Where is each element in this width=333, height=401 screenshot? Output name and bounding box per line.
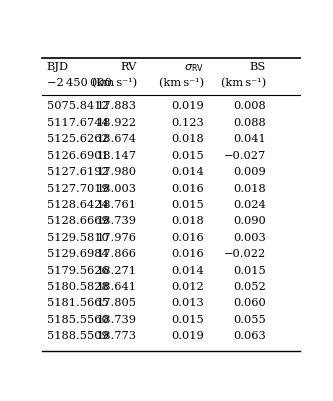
Text: 0.009: 0.009 [233,167,266,177]
Text: 5180.5828: 5180.5828 [47,281,109,291]
Text: 0.015: 0.015 [171,314,204,324]
Text: 5127.6192: 5127.6192 [47,167,109,177]
Text: 0.016: 0.016 [171,183,204,193]
Text: 18.641: 18.641 [97,281,137,291]
Text: 5127.7019: 5127.7019 [47,183,109,193]
Text: RV: RV [121,62,137,72]
Text: 0.003: 0.003 [233,232,266,242]
Text: 0.090: 0.090 [233,216,266,226]
Text: 5128.6424: 5128.6424 [47,199,109,209]
Text: 18.922: 18.922 [97,117,137,128]
Text: 0.015: 0.015 [171,199,204,209]
Text: 17.980: 17.980 [97,167,137,177]
Text: 18.773: 18.773 [97,330,137,340]
Text: 5075.8412: 5075.8412 [47,101,109,111]
Text: 0.123: 0.123 [171,117,204,128]
Text: BS: BS [250,62,266,72]
Text: 0.018: 0.018 [233,183,266,193]
Text: 0.041: 0.041 [233,134,266,144]
Text: 0.015: 0.015 [233,265,266,275]
Text: 5128.6669: 5128.6669 [47,216,109,226]
Text: 5185.5560: 5185.5560 [47,314,109,324]
Text: −2 450 000: −2 450 000 [47,77,112,87]
Text: 0.063: 0.063 [233,330,266,340]
Text: 0.019: 0.019 [171,101,204,111]
Text: 0.024: 0.024 [233,199,266,209]
Text: 17.976: 17.976 [97,232,137,242]
Text: BJD: BJD [47,62,69,72]
Text: 0.014: 0.014 [171,167,204,177]
Text: 0.052: 0.052 [233,281,266,291]
Text: 0.016: 0.016 [171,249,204,259]
Text: −0.022: −0.022 [224,249,266,259]
Text: 0.088: 0.088 [233,117,266,128]
Text: 5125.6262: 5125.6262 [47,134,109,144]
Text: 0.055: 0.055 [233,314,266,324]
Text: 0.016: 0.016 [171,232,204,242]
Text: 0.018: 0.018 [171,134,204,144]
Text: $\sigma_{\mathrm{RV}}$: $\sigma_{\mathrm{RV}}$ [184,62,204,74]
Text: 0.014: 0.014 [171,265,204,275]
Text: 5126.6901: 5126.6901 [47,150,109,160]
Text: 0.018: 0.018 [171,216,204,226]
Text: 5129.5810: 5129.5810 [47,232,109,242]
Text: 17.805: 17.805 [97,298,137,308]
Text: 5181.5665: 5181.5665 [47,298,109,308]
Text: 0.008: 0.008 [233,101,266,111]
Text: (km s⁻¹): (km s⁻¹) [92,77,137,88]
Text: 0.060: 0.060 [233,298,266,308]
Text: 18.271: 18.271 [97,265,137,275]
Text: 18.003: 18.003 [97,183,137,193]
Text: 5117.6744: 5117.6744 [47,117,109,128]
Text: 0.019: 0.019 [171,330,204,340]
Text: 0.015: 0.015 [171,150,204,160]
Text: (km s⁻¹): (km s⁻¹) [159,77,204,88]
Text: 18.761: 18.761 [97,199,137,209]
Text: 17.883: 17.883 [97,101,137,111]
Text: −0.027: −0.027 [224,150,266,160]
Text: 0.013: 0.013 [171,298,204,308]
Text: 17.866: 17.866 [97,249,137,259]
Text: 18.739: 18.739 [97,314,137,324]
Text: (km s⁻¹): (km s⁻¹) [221,77,266,88]
Text: 18.147: 18.147 [97,150,137,160]
Text: 5188.5509: 5188.5509 [47,330,109,340]
Text: 0.012: 0.012 [171,281,204,291]
Text: 5179.5626: 5179.5626 [47,265,109,275]
Text: 18.739: 18.739 [97,216,137,226]
Text: 18.674: 18.674 [97,134,137,144]
Text: 5129.6984: 5129.6984 [47,249,109,259]
